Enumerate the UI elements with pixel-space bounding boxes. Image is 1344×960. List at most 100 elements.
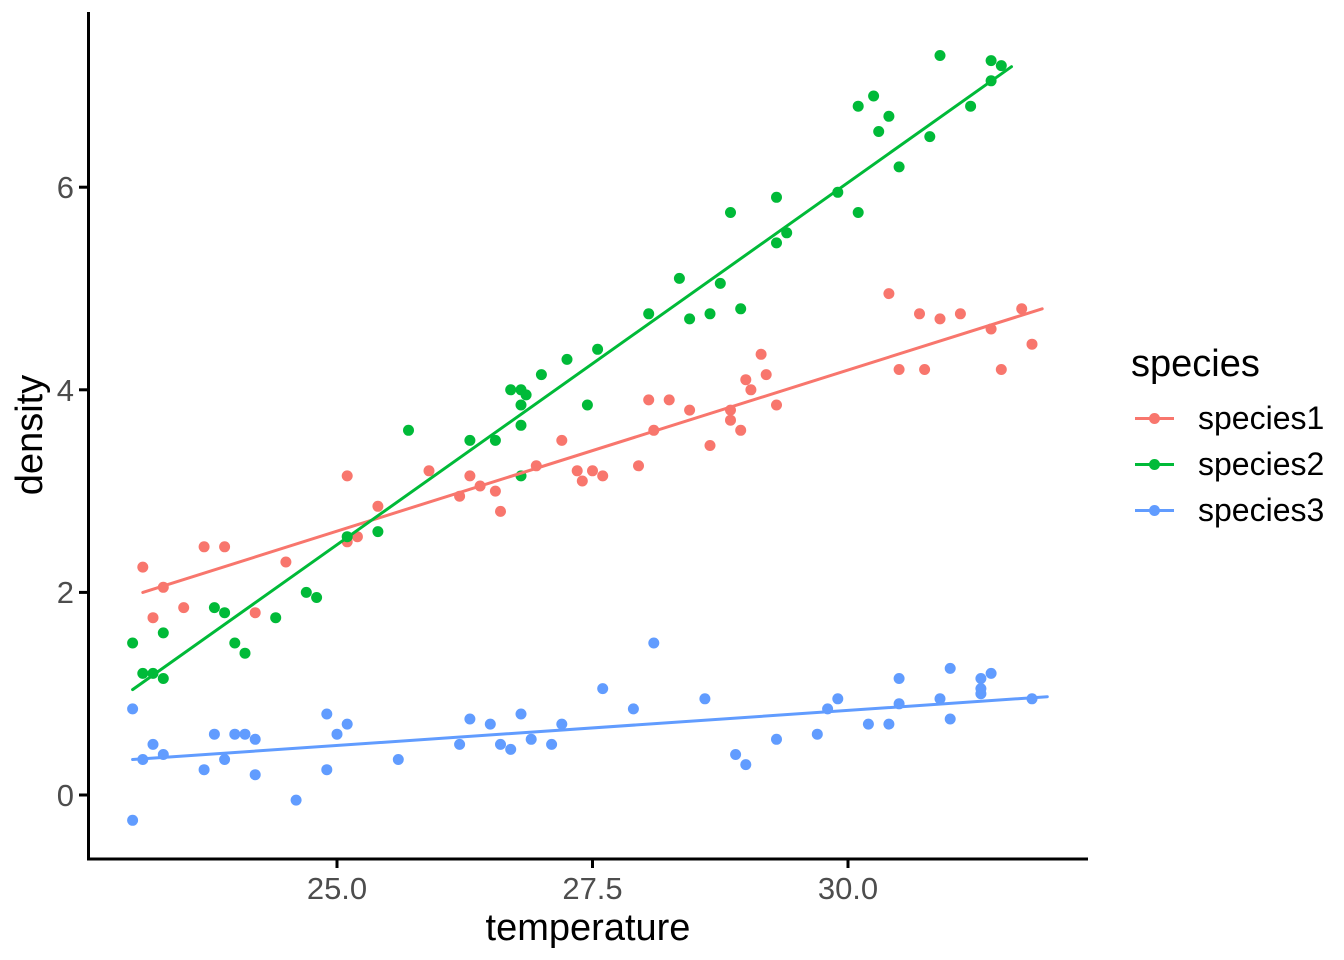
species3-point	[985, 667, 997, 679]
species2-point	[219, 607, 231, 619]
species3-point	[597, 683, 609, 695]
species3-point	[290, 794, 302, 806]
species3-point	[495, 738, 506, 750]
species1-point	[597, 470, 609, 482]
species2-point	[873, 126, 885, 137]
species3-point	[127, 703, 139, 715]
species1-point	[1016, 303, 1028, 315]
species2-point	[561, 353, 573, 365]
species1-point	[735, 424, 747, 436]
legend-item-species2: species2	[1131, 441, 1324, 487]
species2-point	[157, 627, 169, 639]
species2-point	[515, 399, 527, 411]
x-tick-label-25: 25.0	[306, 871, 368, 906]
species3-point	[627, 703, 639, 715]
species1-point	[995, 364, 1007, 375]
species1-point	[464, 470, 476, 482]
y-axis-title: density	[9, 374, 51, 496]
species1-point	[919, 364, 931, 375]
species2-point	[883, 110, 895, 122]
species3-point	[249, 733, 261, 745]
species2-point	[592, 343, 604, 355]
species1-point	[1026, 338, 1038, 350]
species3-trend-line	[131, 695, 1049, 761]
species3-point	[208, 728, 220, 740]
species1-point	[423, 465, 435, 477]
species3-point	[893, 673, 905, 684]
species1-point	[198, 541, 210, 553]
species2-point	[714, 277, 726, 289]
species3-point	[975, 673, 987, 684]
species3-point	[239, 728, 251, 740]
species3-key-icon	[1135, 504, 1174, 516]
species2-point	[934, 50, 946, 61]
species3-point	[771, 733, 782, 745]
species3-point	[505, 743, 517, 755]
species1-point	[147, 612, 159, 624]
species3-point	[648, 637, 660, 649]
species1-point	[571, 465, 583, 477]
species2-point	[489, 434, 501, 446]
species2-point	[300, 586, 312, 598]
species3-point	[147, 738, 159, 750]
species1-point	[249, 607, 261, 619]
species3-point	[934, 693, 946, 705]
legend-label-species3: species3	[1198, 492, 1325, 528]
species3-point	[249, 769, 261, 781]
species2-point	[771, 191, 782, 203]
species1-point	[556, 434, 568, 446]
species2-point	[985, 55, 997, 67]
species2-trend-line	[131, 65, 1013, 692]
species3-point	[484, 718, 496, 730]
species2-key-icon	[1135, 458, 1174, 470]
species2-point	[270, 612, 282, 624]
species1-point	[495, 505, 506, 517]
species3-point	[321, 764, 333, 776]
species1-point	[954, 308, 966, 320]
species1-point	[341, 470, 353, 482]
species2-point	[127, 637, 139, 649]
species3-point	[944, 662, 956, 674]
species1-point	[587, 465, 598, 477]
species2-point	[581, 399, 593, 411]
species1-point	[883, 288, 895, 300]
species1-point	[760, 369, 772, 381]
species3-point	[832, 693, 844, 705]
species3-point	[454, 738, 466, 750]
species3-point	[515, 708, 527, 720]
species1-point	[633, 460, 644, 472]
species1-point	[745, 384, 757, 396]
species2-point	[520, 389, 532, 401]
species3-point	[464, 713, 476, 725]
species2-point	[372, 526, 384, 538]
species2-point	[137, 667, 149, 679]
species3-point	[699, 693, 711, 705]
species3-point	[883, 718, 895, 730]
species2-point	[515, 419, 527, 431]
x-tick-label-30: 30.0	[817, 871, 879, 906]
legend-items: species1 species2 species3	[1131, 395, 1324, 533]
species3-point	[525, 733, 537, 745]
x-tick-label-27-5: 27.5	[562, 871, 623, 906]
species1-point	[219, 541, 231, 553]
species1-point	[178, 602, 190, 614]
legend-title: species	[1131, 343, 1260, 385]
legend-item-species1: species1	[1131, 395, 1324, 441]
species3-point	[341, 718, 353, 730]
species2-point	[311, 592, 323, 603]
species1-trend-line	[141, 307, 1044, 594]
species2-point	[535, 369, 547, 381]
species3-point	[331, 728, 343, 740]
species3-point	[546, 738, 558, 750]
species1-point	[725, 414, 736, 426]
species1-point	[643, 394, 655, 406]
species1-point	[893, 364, 905, 375]
species3-point	[321, 708, 333, 720]
species2-point	[781, 227, 793, 239]
species3-point	[229, 728, 241, 740]
species2-point	[505, 384, 517, 396]
y-tick-label-2: 2	[56, 575, 74, 611]
legend-label-species1: species1	[1198, 400, 1325, 436]
